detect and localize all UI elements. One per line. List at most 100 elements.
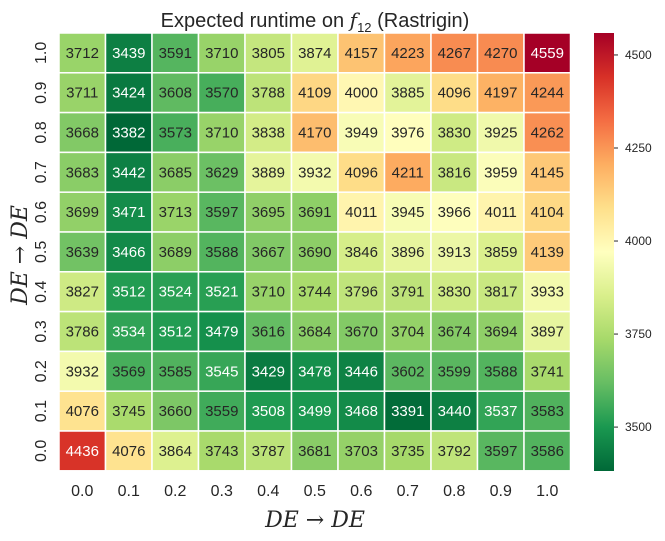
y-tick-label: 0.5 xyxy=(33,241,50,263)
cell-value-label: 3588 xyxy=(484,363,517,380)
cell-value-label: 3466 xyxy=(112,244,145,261)
x-tick-label: 0.0 xyxy=(71,483,93,500)
cell-value-label: 3976 xyxy=(391,125,424,142)
cell-value-label: 3897 xyxy=(531,324,564,341)
cell-value-label: 4076 xyxy=(66,403,99,420)
cell-value-label: 3570 xyxy=(205,85,238,102)
cell-value-label: 3585 xyxy=(159,363,192,380)
colorbar-tick-label: 4000 xyxy=(625,234,652,248)
heatmap-cell xyxy=(337,191,386,233)
cell-value-label: 3786 xyxy=(66,324,99,341)
heatmap-cell xyxy=(476,191,525,233)
cell-value-label: 3534 xyxy=(112,324,145,341)
cell-value-label: 3521 xyxy=(205,284,238,301)
cell-value-label: 4211 xyxy=(392,164,424,181)
heatmap-cell xyxy=(197,390,246,432)
cell-value-label: 3694 xyxy=(484,324,517,341)
heatmap-cell xyxy=(290,32,339,74)
cell-value-label: 3429 xyxy=(252,363,285,380)
heatmap-cell xyxy=(337,111,386,154)
heatmap-cell xyxy=(523,231,572,273)
heatmap-cell xyxy=(58,350,107,392)
cell-value-label: 4104 xyxy=(531,204,564,221)
cell-value-label: 3537 xyxy=(484,403,517,420)
x-tick-labels: 0.0 0.1 0.2 0.3 0.4 0.5 0.6 0.7 0.8 0.9 1.0 xyxy=(71,483,558,500)
cell-value-label: 3712 xyxy=(66,45,99,62)
cell-value-label: 3512 xyxy=(112,284,145,301)
cell-value-label: 3685 xyxy=(159,164,192,181)
heatmap-cell xyxy=(430,350,479,392)
heatmap-cell xyxy=(197,191,246,233)
cell-value-label: 3710 xyxy=(205,45,238,62)
cell-value-label: 3743 xyxy=(205,443,238,460)
heatmap-cell xyxy=(476,271,525,313)
heatmap-cell xyxy=(523,191,572,233)
heatmap-cell xyxy=(523,111,572,154)
cell-value-label: 3791 xyxy=(391,284,424,301)
heatmap-cell xyxy=(244,390,293,432)
cell-value-label: 3691 xyxy=(298,204,331,221)
heatmap-cell xyxy=(523,32,572,74)
heatmap-cell xyxy=(430,231,479,273)
cell-value-label: 3446 xyxy=(345,363,378,380)
cell-value-label: 4011 xyxy=(485,204,517,221)
x-tick-label: 0.1 xyxy=(118,483,140,500)
heatmap-cell xyxy=(58,430,107,472)
cell-value-label: 3838 xyxy=(252,125,285,142)
heatmap-cell xyxy=(244,430,293,472)
heatmap-cell xyxy=(430,191,479,233)
cell-value-label: 4270 xyxy=(484,45,517,62)
cell-value-label: 4011 xyxy=(345,204,377,221)
cell-value-label: 3667 xyxy=(252,244,285,261)
cell-value-label: 3629 xyxy=(205,164,238,181)
heatmap-cell xyxy=(197,310,246,353)
cell-value-label: 3559 xyxy=(205,403,238,420)
heatmap-cell xyxy=(383,310,432,353)
cell-value-label: 3442 xyxy=(112,164,145,181)
cell-value-label: 3681 xyxy=(298,443,331,460)
heatmap-cell xyxy=(151,271,200,313)
heatmap-cell xyxy=(197,151,246,193)
cell-value-label: 4145 xyxy=(531,164,564,181)
cell-value-label: 3945 xyxy=(391,204,424,221)
cell-value-label: 3602 xyxy=(391,363,424,380)
heatmap-cell xyxy=(523,72,572,114)
heatmap-cell xyxy=(383,350,432,392)
cell-value-label: 3805 xyxy=(252,45,285,62)
heatmap-cell xyxy=(337,271,386,313)
x-tick-label: 0.6 xyxy=(350,483,372,500)
cell-value-label: 3684 xyxy=(298,324,331,341)
heatmap-cell xyxy=(383,271,432,313)
heatmap-cell xyxy=(430,390,479,432)
y-tick-label: 0.1 xyxy=(33,400,50,422)
heatmap-cell xyxy=(383,32,432,74)
cell-value-label: 3660 xyxy=(159,403,192,420)
cell-value-label: 3949 xyxy=(345,125,378,142)
cell-value-label: 3689 xyxy=(159,244,192,261)
colorbar-tick-label: 3750 xyxy=(625,327,652,341)
heatmap-cell xyxy=(523,390,572,432)
cell-value-label: 3859 xyxy=(484,244,517,261)
heatmap-cell xyxy=(151,390,200,432)
x-tick-label: 0.5 xyxy=(304,483,326,500)
y-tick-label: 0.7 xyxy=(33,161,50,183)
colorbar xyxy=(594,33,614,471)
heatmap-cell xyxy=(523,271,572,313)
cell-value-label: 4096 xyxy=(345,164,378,181)
heatmap-cell xyxy=(290,72,339,114)
cell-value-label: 3933 xyxy=(531,284,564,301)
cell-value-label: 4267 xyxy=(438,45,471,62)
cell-value-label: 4096 xyxy=(438,85,471,102)
y-tick-label: 0.3 xyxy=(33,320,50,342)
cell-value-label: 4139 xyxy=(531,244,564,261)
cell-value-label: 3591 xyxy=(159,45,192,62)
heatmap-cell xyxy=(337,350,386,392)
cell-value-label: 3792 xyxy=(438,443,471,460)
heatmap-cell xyxy=(244,310,293,353)
heatmap-cell xyxy=(197,231,246,273)
cell-value-label: 3711 xyxy=(66,85,98,102)
cell-value-label: 3710 xyxy=(252,284,285,301)
heatmap-cell xyxy=(58,72,107,114)
cell-value-label: 3690 xyxy=(298,244,331,261)
cell-value-label: 3864 xyxy=(159,443,192,460)
